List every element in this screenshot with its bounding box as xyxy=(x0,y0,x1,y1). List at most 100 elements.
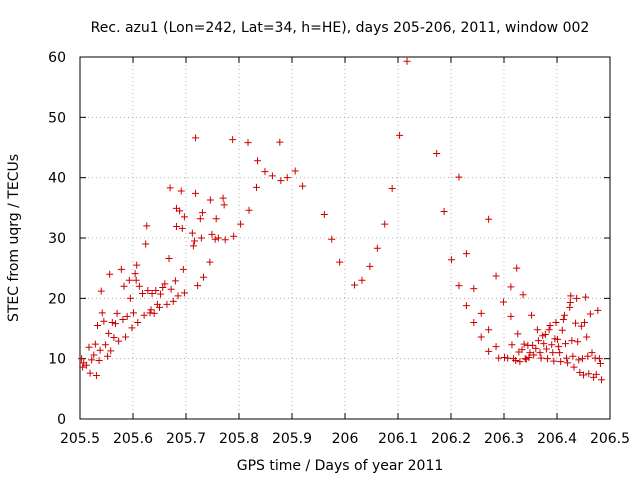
data-point xyxy=(591,354,599,362)
data-point xyxy=(122,333,130,341)
data-point xyxy=(98,309,106,317)
data-point xyxy=(261,168,269,176)
data-point xyxy=(90,351,98,359)
data-point xyxy=(125,276,133,284)
data-point xyxy=(563,354,571,362)
data-point xyxy=(507,312,515,320)
data-point xyxy=(557,358,565,366)
x-tick-label: 206.4 xyxy=(537,431,577,447)
data-points xyxy=(78,57,606,384)
data-point xyxy=(549,349,557,357)
data-point xyxy=(556,349,564,357)
data-point xyxy=(212,215,220,223)
data-point xyxy=(512,356,520,364)
data-point xyxy=(529,341,537,349)
data-point xyxy=(501,353,509,361)
grid-layer xyxy=(80,57,610,419)
data-point xyxy=(104,352,112,360)
data-point xyxy=(190,237,198,245)
data-point xyxy=(276,138,284,146)
data-point xyxy=(252,183,260,191)
data-point xyxy=(146,309,154,317)
data-point xyxy=(120,282,128,290)
data-point xyxy=(585,370,593,378)
data-point xyxy=(548,341,556,349)
chart-title: Rec. azu1 (Lon=242, Lat=34, h=HE), days … xyxy=(91,20,590,36)
data-point xyxy=(277,177,285,185)
tick-layer xyxy=(79,56,611,420)
data-point xyxy=(197,234,205,242)
data-point xyxy=(299,182,307,190)
data-point xyxy=(477,333,485,341)
data-point xyxy=(558,326,566,334)
data-point xyxy=(462,250,470,258)
data-point xyxy=(516,358,524,366)
data-point xyxy=(396,131,404,139)
y-tick-label: 10 xyxy=(48,352,66,368)
data-point xyxy=(552,318,560,326)
data-point xyxy=(543,355,551,363)
data-point xyxy=(470,318,478,326)
data-point xyxy=(561,340,569,348)
data-point xyxy=(180,213,188,221)
x-tick-label: 206.5 xyxy=(590,431,630,447)
data-point xyxy=(208,230,216,238)
data-point xyxy=(540,340,548,348)
data-point xyxy=(492,272,500,280)
data-point xyxy=(108,318,116,326)
data-point xyxy=(179,265,187,273)
data-point xyxy=(584,352,592,360)
data-point xyxy=(455,282,463,290)
data-point xyxy=(577,322,585,330)
data-point xyxy=(283,174,291,182)
y-tick-label: 50 xyxy=(48,110,66,126)
x-axis-label: GPS time / Days of year 2011 xyxy=(237,458,444,474)
data-point xyxy=(196,215,204,223)
data-point xyxy=(117,265,125,273)
data-point xyxy=(79,363,87,371)
data-point xyxy=(172,223,180,231)
data-point xyxy=(97,287,105,295)
y-tick-label: 20 xyxy=(48,291,66,307)
data-point xyxy=(576,369,584,377)
data-point xyxy=(526,349,534,357)
data-point xyxy=(521,355,529,363)
data-point xyxy=(594,306,602,314)
data-point xyxy=(169,297,177,305)
data-point xyxy=(513,264,521,272)
data-point xyxy=(157,290,165,298)
data-point xyxy=(128,324,136,332)
data-point xyxy=(555,343,563,351)
data-point xyxy=(582,293,590,301)
data-point xyxy=(596,359,604,367)
data-point xyxy=(485,215,493,223)
data-point xyxy=(485,347,493,355)
data-point xyxy=(588,349,596,357)
data-point xyxy=(211,235,219,243)
data-point xyxy=(140,311,148,319)
data-point xyxy=(110,334,118,342)
y-tick-label: 60 xyxy=(48,50,66,66)
data-point xyxy=(159,283,167,291)
data-point xyxy=(130,309,138,317)
x-tick-label: 205.7 xyxy=(166,431,206,447)
data-point xyxy=(573,294,581,302)
data-point xyxy=(566,303,574,311)
data-point xyxy=(550,357,558,365)
data-point xyxy=(112,320,120,328)
data-point xyxy=(455,173,463,181)
data-point xyxy=(92,372,100,380)
data-point xyxy=(328,235,336,243)
data-point xyxy=(91,340,99,348)
data-point xyxy=(320,210,328,218)
data-point xyxy=(532,344,540,352)
data-point xyxy=(528,311,536,319)
data-point xyxy=(477,309,485,317)
data-point xyxy=(545,326,553,334)
data-point xyxy=(167,285,175,293)
data-point xyxy=(508,341,516,349)
data-point xyxy=(448,256,456,264)
data-point xyxy=(564,359,572,367)
data-point xyxy=(221,236,229,244)
